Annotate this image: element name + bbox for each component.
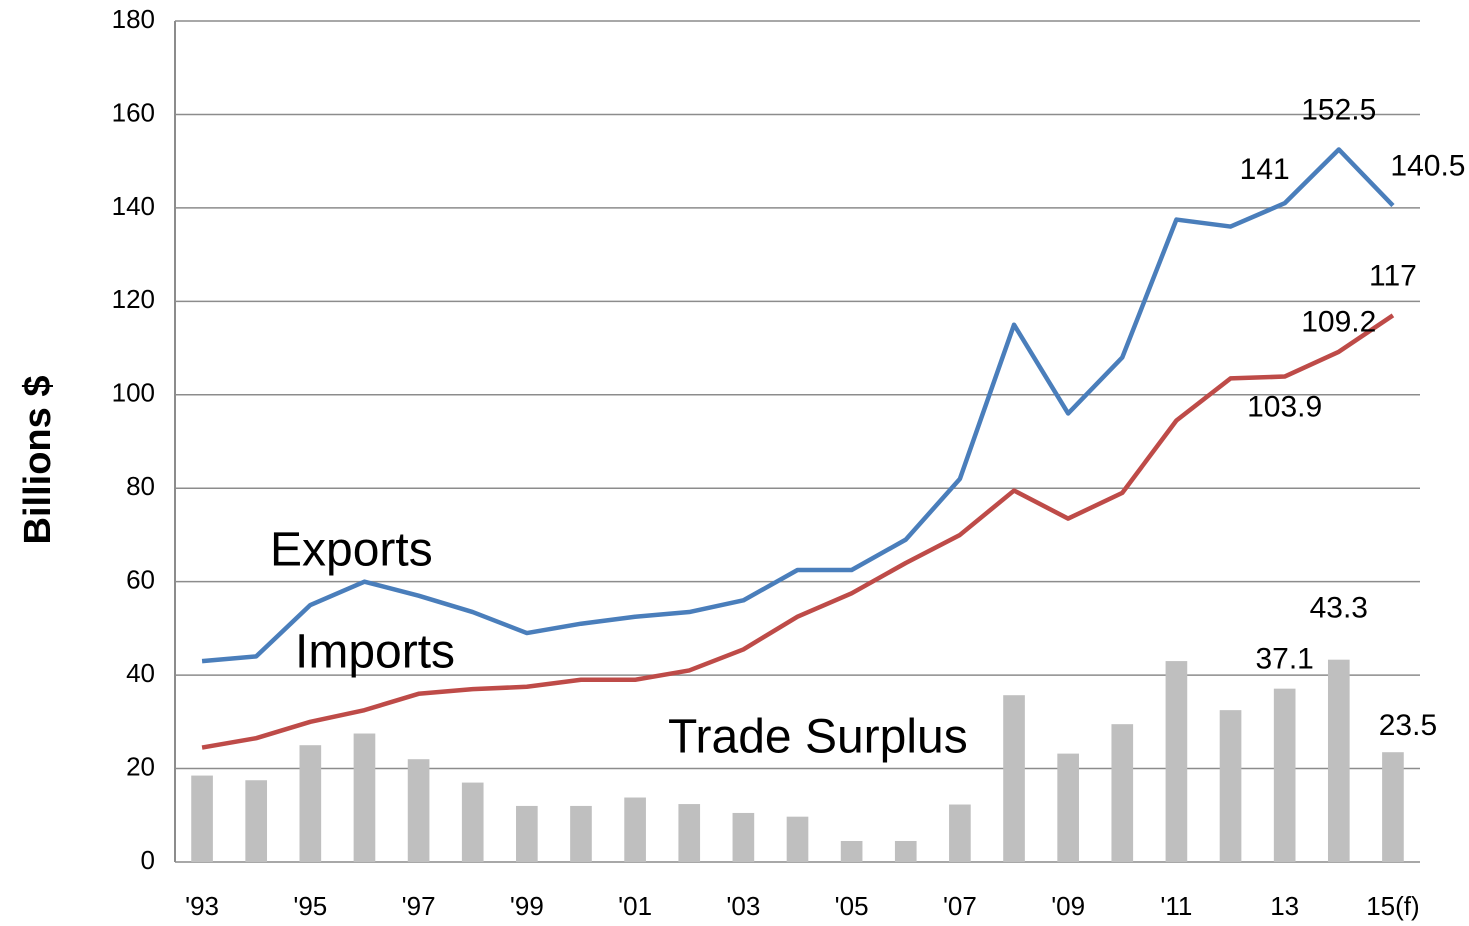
bar bbox=[299, 745, 322, 862]
y-axis-label: Billions $ bbox=[17, 376, 59, 545]
y-tick-label: 180 bbox=[112, 4, 155, 34]
x-tick-label: 15(f) bbox=[1366, 891, 1419, 921]
series-name: Trade Surplus bbox=[668, 711, 968, 764]
bar bbox=[461, 782, 484, 862]
bar bbox=[1003, 695, 1025, 862]
bar bbox=[894, 840, 917, 862]
y-tick-label: 40 bbox=[126, 658, 155, 688]
y-tick-label: 20 bbox=[126, 751, 155, 781]
bar bbox=[786, 816, 809, 862]
bar bbox=[678, 804, 701, 862]
data-label: 103.9 bbox=[1247, 390, 1322, 423]
bar bbox=[191, 775, 213, 862]
data-label: 152.5 bbox=[1301, 93, 1376, 126]
y-tick-label: 160 bbox=[112, 97, 155, 127]
bar bbox=[1165, 661, 1188, 862]
x-tick-label: '99 bbox=[510, 891, 544, 921]
bar bbox=[732, 812, 755, 862]
x-tick-label: '95 bbox=[293, 891, 327, 921]
bar bbox=[624, 797, 646, 862]
data-label: 140.5 bbox=[1390, 149, 1465, 182]
data-label: 37.1 bbox=[1255, 643, 1313, 676]
y-tick-label: 80 bbox=[126, 471, 155, 501]
x-tick-label: '05 bbox=[835, 891, 869, 921]
bar bbox=[516, 805, 538, 862]
x-tick-label: 13 bbox=[1270, 891, 1299, 921]
bar bbox=[840, 840, 863, 862]
data-label: 117 bbox=[1369, 259, 1417, 292]
y-tick-label: 0 bbox=[141, 845, 155, 875]
line bbox=[201, 313, 1395, 750]
data-label: 141 bbox=[1240, 153, 1290, 186]
bar bbox=[1382, 752, 1404, 862]
x-tick-label: '11 bbox=[1160, 891, 1192, 921]
x-tick-label: '93 bbox=[185, 891, 219, 921]
series-name: Imports bbox=[295, 626, 455, 679]
bar bbox=[1219, 710, 1242, 862]
x-tick-label: '01 bbox=[618, 891, 652, 921]
data-label: 43.3 bbox=[1310, 592, 1368, 625]
x-tick-label: '97 bbox=[402, 891, 436, 921]
y-tick-label: 140 bbox=[112, 191, 155, 221]
x-tick-label: '03 bbox=[726, 891, 760, 921]
bar bbox=[353, 733, 376, 862]
bar bbox=[1327, 659, 1350, 862]
x-tick-label: '07 bbox=[943, 891, 977, 921]
bar bbox=[1273, 688, 1296, 862]
data-label: 23.5 bbox=[1379, 709, 1437, 742]
bar bbox=[1057, 753, 1079, 862]
bar bbox=[1111, 724, 1134, 862]
x-tick-label: '09 bbox=[1051, 891, 1085, 921]
data-label: 109.2 bbox=[1301, 306, 1376, 339]
y-tick-label: 60 bbox=[126, 565, 155, 595]
bar bbox=[245, 780, 268, 862]
bar bbox=[949, 804, 971, 862]
y-tick-label: 120 bbox=[112, 284, 155, 314]
series-name: Exports bbox=[270, 524, 433, 577]
y-tick-label: 100 bbox=[112, 378, 155, 408]
bar bbox=[570, 805, 592, 862]
bar bbox=[407, 759, 430, 862]
line bbox=[201, 147, 1395, 664]
